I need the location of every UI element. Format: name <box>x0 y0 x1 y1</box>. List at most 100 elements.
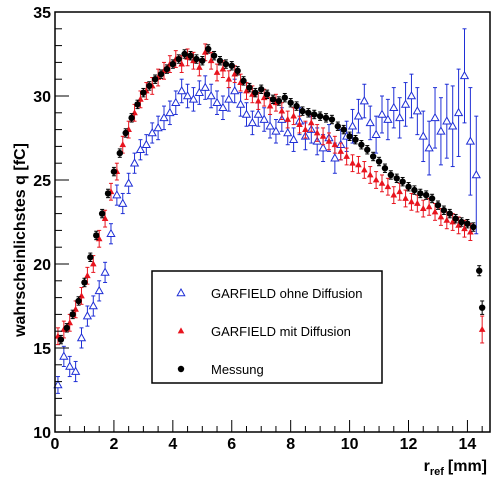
data-point <box>387 171 395 179</box>
data-point <box>400 99 411 108</box>
data-point <box>424 143 434 152</box>
data-point <box>266 102 274 109</box>
data-point <box>316 112 324 120</box>
data-point <box>265 121 275 130</box>
data-point <box>110 168 118 175</box>
legend-label: GARFIELD mit Diffusion <box>211 324 351 339</box>
data-point <box>263 91 271 98</box>
data-point <box>478 325 486 332</box>
x-axis-label-subscript: ref <box>430 466 444 478</box>
data-point <box>459 70 470 80</box>
data-point <box>369 153 377 160</box>
y-tick-label: 10 <box>33 425 51 442</box>
data-point <box>204 45 212 53</box>
data-point <box>396 188 403 195</box>
data-point <box>157 70 165 78</box>
data-point <box>340 126 347 133</box>
data-point <box>222 60 230 68</box>
data-point <box>123 178 134 187</box>
data-point <box>53 379 63 389</box>
data-point <box>177 85 187 95</box>
data-point <box>358 141 365 148</box>
data-point <box>378 179 386 186</box>
data-point <box>328 116 336 123</box>
legend-item: Messung <box>177 362 264 377</box>
data-point <box>135 144 146 154</box>
data-point <box>116 149 124 157</box>
data-point <box>119 141 127 148</box>
data-point <box>393 175 400 182</box>
x-axis-label-r: r <box>424 458 430 475</box>
data-point <box>240 77 247 85</box>
data-point <box>325 137 333 144</box>
data-point <box>361 166 368 173</box>
data-point <box>200 82 210 91</box>
data-point <box>70 366 81 375</box>
data-point <box>82 311 93 320</box>
data-point <box>290 112 297 119</box>
x-axis-label-unit: [mm] <box>448 458 487 475</box>
data-point <box>284 115 292 122</box>
data-point <box>241 109 252 118</box>
data-point <box>129 158 140 167</box>
data-point <box>275 97 283 105</box>
data-point <box>470 223 477 231</box>
data-point <box>467 228 474 235</box>
legend-item: GARFIELD ohne Diffusion <box>176 286 363 301</box>
y-tick-label: 20 <box>33 257 51 274</box>
data-point <box>112 190 122 199</box>
x-tick-label: 14 <box>459 436 477 453</box>
data-point <box>159 112 169 122</box>
data-point <box>278 107 286 114</box>
data-point <box>389 102 399 112</box>
data-point <box>146 82 153 90</box>
data-point <box>347 121 358 130</box>
data-point <box>141 139 151 149</box>
data-point <box>440 207 448 214</box>
data-point <box>319 132 327 139</box>
data-point <box>471 169 481 179</box>
data-point <box>436 126 446 135</box>
data-point <box>207 57 215 64</box>
data-point <box>377 109 387 118</box>
data-point <box>372 176 380 183</box>
y-axis-label: wahrscheinlichstes q [fC] <box>12 143 29 338</box>
data-point <box>147 127 157 137</box>
data-point <box>299 107 306 115</box>
data-point <box>281 94 288 101</box>
data-point <box>63 324 70 332</box>
data-point <box>478 304 486 311</box>
data-point <box>259 114 269 123</box>
data-point <box>76 332 87 342</box>
data-point <box>210 52 218 59</box>
data-point <box>364 146 371 153</box>
data-point <box>199 57 206 64</box>
data-point <box>371 129 381 138</box>
legend-label: GARFIELD ohne Diffusion <box>211 286 363 301</box>
legend-marker <box>177 365 185 373</box>
series-3 <box>57 44 486 345</box>
data-point <box>383 114 393 123</box>
data-point <box>254 97 262 104</box>
data-point <box>422 191 430 199</box>
data-point <box>206 90 216 100</box>
data-point <box>151 76 159 83</box>
data-point <box>128 114 135 122</box>
data-point <box>365 117 375 127</box>
data-point <box>305 109 312 117</box>
data-point <box>412 106 423 115</box>
data-point <box>414 199 421 206</box>
data-point <box>405 183 412 190</box>
data-point <box>476 267 483 274</box>
data-point <box>230 85 240 95</box>
data-point <box>57 336 65 343</box>
data-point <box>446 210 453 217</box>
legend-marker <box>176 287 186 297</box>
data-point <box>375 158 383 165</box>
series-1 <box>53 28 481 394</box>
data-point <box>84 272 91 279</box>
data-point <box>100 267 110 276</box>
data-point <box>171 97 181 107</box>
